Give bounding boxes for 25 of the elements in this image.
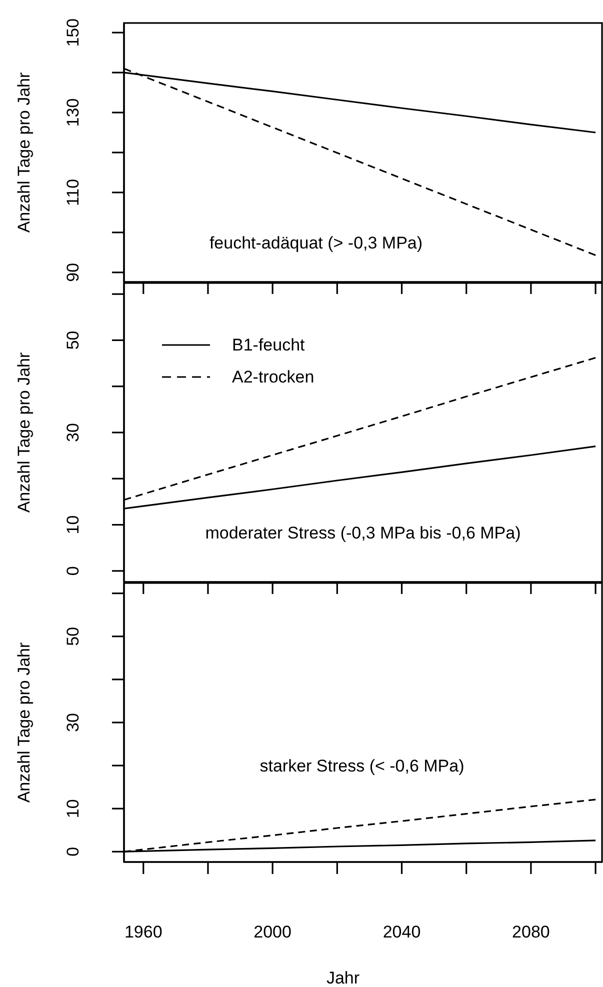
annotation: starker Stress (< -0,6 MPa) [260,756,464,776]
x-tick-label: 1960 [124,922,162,942]
y-tick-label: 10 [64,515,82,534]
y-axis-title: Anzahl Tage pro Jahr [14,352,34,513]
y-tick-label: 110 [64,178,82,206]
y-tick-label: 0 [64,846,82,856]
y-tick-label: 50 [64,330,82,350]
y-tick-label: 90 [64,262,82,282]
x-tick-label: 2080 [512,922,550,942]
y-tick-label: 0 [64,566,82,576]
y-tick-label: 50 [64,626,82,646]
legend-label: A2-trocken [232,368,314,386]
y-tick-label: 150 [64,18,82,47]
y-tick-label: 10 [64,799,82,818]
x-axis-title: Jahr [326,968,360,987]
annotation: moderater Stress (-0,3 MPa bis -0,6 MPa) [205,524,521,542]
legend-label: B1-feucht [232,336,306,354]
y-tick-label: 30 [64,713,82,732]
x-tick-label: 2040 [382,922,421,942]
x-tick-label: 2000 [254,922,292,942]
annotation: feucht-adäquat (> -0,3 MPa) [209,234,423,252]
y-axis-title: Anzahl Tage pro Jahr [14,642,34,803]
y-tick-label: 30 [64,423,82,442]
y-tick-label: 130 [64,98,82,127]
y-axis-title: Anzahl Tage pro Jahr [14,72,34,233]
